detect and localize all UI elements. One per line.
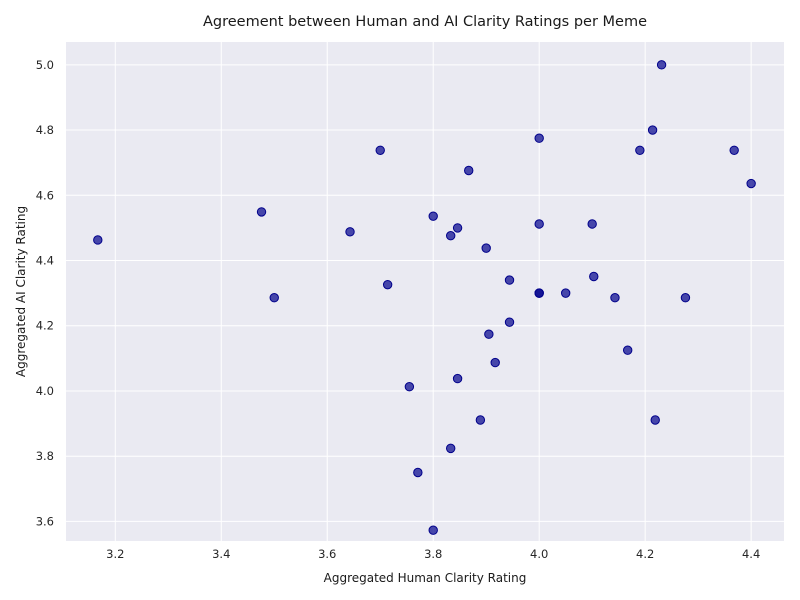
chart-title: Agreement between Human and AI Clarity R… — [203, 14, 647, 30]
data-point — [445, 231, 456, 241]
data-point — [256, 207, 267, 217]
y-tick-label: 4.0 — [36, 384, 54, 398]
data-point — [452, 223, 463, 233]
data-point — [534, 288, 544, 298]
y-tick-label: 3.8 — [36, 449, 54, 463]
data-point — [647, 125, 658, 135]
data-point — [504, 317, 515, 327]
x-tick-label: 4.4 — [742, 547, 760, 561]
x-tick-label: 3.8 — [424, 547, 442, 561]
data-point — [464, 165, 474, 176]
plot-area — [66, 42, 784, 541]
data-point — [746, 178, 756, 189]
y-tick-label: 4.8 — [36, 123, 54, 137]
y-tick-label: 4.6 — [36, 188, 54, 202]
data-point — [481, 243, 491, 253]
data-point — [375, 145, 385, 155]
data-point — [610, 292, 620, 303]
data-point — [484, 329, 494, 339]
data-point — [413, 467, 423, 478]
grid-lines — [66, 42, 784, 541]
x-tick-label: 4.2 — [636, 547, 654, 561]
data-point — [93, 235, 103, 245]
data-point — [428, 211, 438, 221]
y-tick-label: 4.2 — [36, 319, 54, 333]
y-tick-label: 3.6 — [36, 514, 54, 528]
data-point — [680, 292, 691, 303]
data-point — [475, 415, 486, 425]
y-tick-label: 4.4 — [36, 254, 54, 268]
data-point — [452, 373, 463, 384]
data-point — [404, 382, 415, 392]
data-point — [445, 443, 456, 454]
data-point — [656, 60, 667, 70]
data-points — [93, 60, 756, 535]
x-tick-label: 3.4 — [212, 547, 230, 561]
x-axis-label: Aggregated Human Clarity Rating — [324, 571, 527, 585]
data-point — [729, 145, 739, 155]
data-point — [650, 415, 660, 425]
x-tick-label: 3.6 — [318, 547, 336, 561]
data-point — [534, 133, 544, 143]
data-point — [490, 357, 500, 368]
data-point — [560, 288, 571, 298]
data-point — [534, 219, 544, 229]
data-point — [635, 145, 645, 155]
x-tick-label: 3.2 — [106, 547, 124, 561]
data-point — [428, 525, 438, 535]
data-point — [504, 275, 515, 285]
data-point — [622, 345, 633, 355]
y-tick-label: 5.0 — [36, 58, 54, 72]
tick-labels: 3.2 3.4 3.6 3.8 4.0 4.2 4.4 3.6 3.8 4.0 4.2 4.4 4.6 4… — [36, 58, 761, 561]
data-point — [269, 292, 279, 303]
x-tick-label: 4.0 — [530, 547, 548, 561]
data-point — [345, 227, 355, 237]
data-point — [587, 219, 597, 229]
data-point — [382, 279, 393, 290]
y-axis-label: Aggregated AI Clarity Rating — [14, 206, 28, 377]
data-point — [589, 271, 599, 282]
